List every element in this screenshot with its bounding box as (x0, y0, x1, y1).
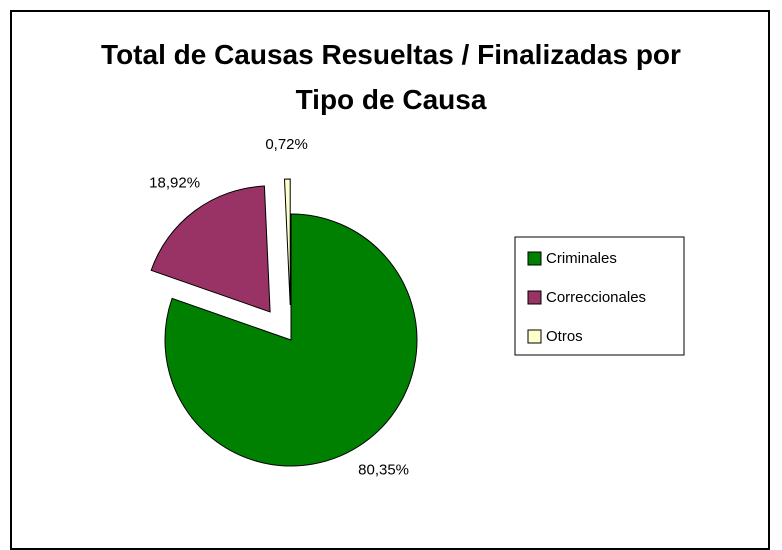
chart: 80,35% 18,92% 0,72% Criminales Correccionale… (149, 136, 685, 478)
pie-slice (283, 178, 291, 306)
legend-swatch (527, 329, 542, 344)
legend-label: Correccionales (546, 289, 646, 306)
data-label: 18,92% (149, 175, 200, 192)
page: Total de Causas Resueltas / Finalizadas … (10, 10, 770, 550)
legend-swatch (527, 251, 542, 266)
legend-swatch (527, 290, 542, 305)
data-label: 80,35% (358, 461, 409, 478)
data-label: 0,72% (265, 136, 308, 153)
legend-label: Otros (546, 328, 583, 345)
chart-title: Total de Causas Resueltas / Finalizadas … (101, 39, 681, 115)
legend-box (514, 236, 685, 356)
legend-label: Criminales (546, 250, 617, 267)
pie-slice (150, 185, 271, 313)
pie-slice (164, 213, 418, 467)
